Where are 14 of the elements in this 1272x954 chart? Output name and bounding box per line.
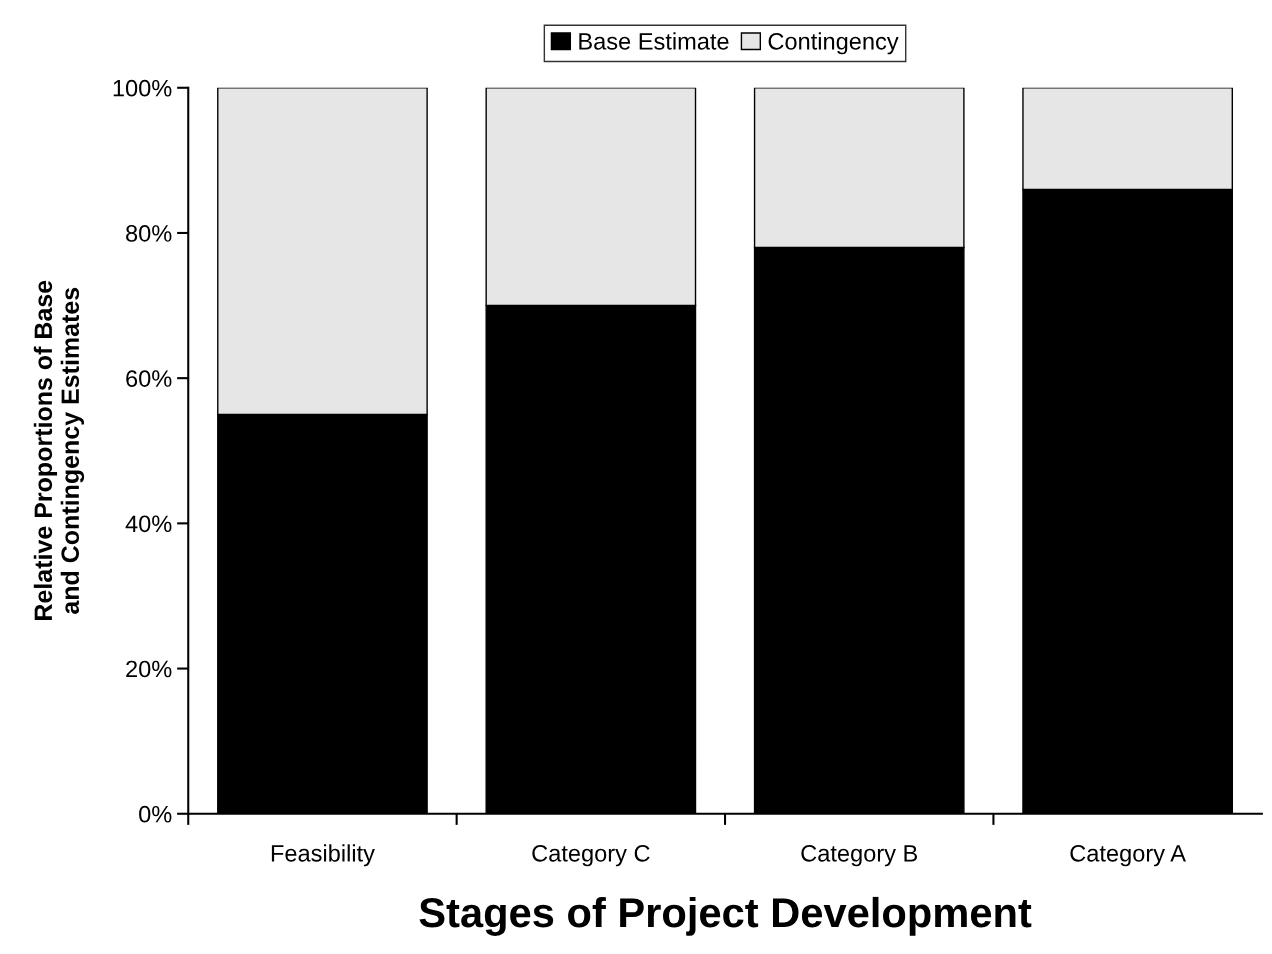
legend-label: Contingency [768, 32, 899, 55]
y-tick-label: 40% [125, 515, 172, 533]
y-tick-label: 80% [126, 225, 172, 242]
x-tick-label: Category C [532, 844, 650, 867]
y-tick-label: 0% [139, 805, 172, 823]
x-tick-label: Category A [1070, 844, 1186, 867]
legend-label: Base Estimate [579, 32, 729, 50]
y-tick-label: 100% [113, 79, 172, 97]
x-axis-title: Stages of Project Development [419, 896, 1032, 936]
x-tick-label: Category B [801, 844, 918, 867]
y-axis-title: Relative Proportions of Base and Contingency Estimates [33, 280, 85, 620]
y-tick-label: 60% [126, 370, 172, 387]
y-tick-label: 20% [126, 660, 172, 678]
x-tick-label: Feasibility [271, 844, 375, 867]
